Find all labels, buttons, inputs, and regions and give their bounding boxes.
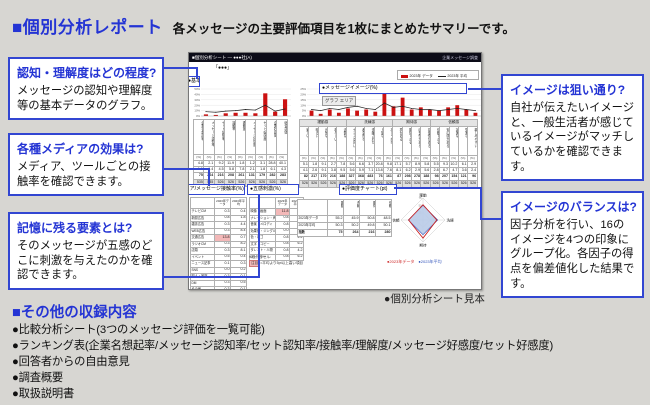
svg-text:50%: 50% <box>194 87 200 91</box>
connector-line <box>164 67 198 69</box>
connector-line <box>164 276 260 278</box>
mini-table: 躍動 洗練 期待 信頼 2023年データ 55.2 45.9 50.8 48.5 2023年平均 5… <box>297 199 392 237</box>
callout-media: 各種メディアの効果は? メディア、ツールごとの接触率を確認できます。 <box>8 133 164 197</box>
message-name: 「●●●」 <box>213 65 233 71</box>
screenshot-title-right: 企業メッセージ調査 <box>442 55 478 60</box>
rating-chart-label: ●評価度チャート(pt) <box>339 184 397 195</box>
svg-text:75: 75 <box>419 196 422 200</box>
svg-text:洗練: 洗練 <box>447 217 455 222</box>
callout-body: そのメッセージが五感のどこに刺激を与えたのかを確認できます。 <box>17 240 153 282</box>
mini-table: 企業名想起率 メッセージ認知率 セット認知率 接触率 理解度 メッセージ好感度 セット好感度… <box>192 119 288 187</box>
callout-image-balance: イメージのバランスは? 因子分析を行い、16のイメージを4つの印象にグループ化。… <box>501 191 644 299</box>
svg-text:10%: 10% <box>300 103 306 107</box>
message-image-table: 躍動感 洗練感 期待感 信頼感 楽しい 明るい 元気な 若々しい 活発な センスが良い 都会的な 洗練… <box>298 119 478 188</box>
legend-line-swatch <box>437 75 446 77</box>
list-item: ●調査概要 <box>12 372 64 384</box>
callout-title: イメージは狙い通り? <box>510 83 626 97</box>
svg-text:50: 50 <box>419 203 422 207</box>
basic-data-chart: 0%10% 20%30%40% 50% <box>194 87 291 118</box>
chart-legend: 2023年 データ 2023年 平均 <box>397 70 479 80</box>
image-chart-label: ●メッセージイメージ(%) <box>319 83 467 94</box>
list-item: ●回答者からの自由意見 <box>12 356 130 368</box>
list-item: ●比較分析シート(3つのメッセージ評価を一覧可能) <box>12 324 265 336</box>
callout-body: 自社が伝えたいイメージと、一般生活者が感じているイメージがマッチしているかを確認… <box>510 102 635 173</box>
list-item: ●ランキング表(企業名想起率/メッセージ認知率/セット認知率/接触率/理解度/メ… <box>12 340 554 352</box>
callout-memory: 記憶に残る要素とは? そのメッセージが五感のどこに刺激を与えたのかを確認できます… <box>8 212 164 291</box>
svg-text:0%: 0% <box>302 114 307 118</box>
svg-text:0%: 0% <box>196 114 201 118</box>
left-chart-label: ●基本データ(%) <box>189 76 200 87</box>
graph-area-tooltip: グラフ エリア <box>322 96 357 106</box>
callout-title: 各種メディアの効果は? <box>17 142 144 156</box>
other-contents-heading: ■その他の収録内容 <box>12 305 137 321</box>
connector-line <box>208 168 210 186</box>
svg-text:期待: 期待 <box>419 243 427 248</box>
list-item: ●取扱説明書 <box>12 388 75 400</box>
page-header: ■個別分析レポート 各メッセージの主要評価項目を1枚にまとめたサマリーです。 <box>12 13 515 38</box>
svg-text:30%: 30% <box>194 98 200 102</box>
senses-table-label: ●五感刺激(%) <box>247 184 299 195</box>
callout-body: メディア、ツールごとの接触率を確認できます。 <box>17 161 151 188</box>
report-screenshot[interactable]: ■個別分析シート ― ●●●社(A) 企業メッセージ調査 「●●●」 2023年… <box>188 52 482 290</box>
svg-text:躍動: 躍動 <box>419 193 427 198</box>
callout-title: イメージのバランスは? <box>510 200 637 214</box>
svg-text:40%: 40% <box>194 93 200 97</box>
screenshot-titlebar: ■個別分析シート ― ●●●社(A) 企業メッセージ調査 <box>189 53 481 62</box>
callout-cognition: 認知・理解度はどの程度? メッセージの認知や理解度等の基本データのグラフ。 <box>8 57 164 121</box>
mini-table: 2023年データ 2023年平均 テレビCM 0.3 0.4 新聞広告 0.8 1.8 雑誌広告… <box>190 197 247 289</box>
other-contents-list: ●比較分析シート(3つのメッセージ評価を一覧可能) ●ランキング表(企業名想起率… <box>12 322 648 402</box>
radar-legend: ●2023年データ ●2023年平均 <box>387 259 442 265</box>
legend-bar-swatch <box>401 74 408 78</box>
svg-text:10%: 10% <box>194 109 200 113</box>
svg-text:25%: 25% <box>300 87 306 91</box>
rating-radar-chart: 255075躍動洗練期待信頼 <box>392 193 455 248</box>
basic-data-table: 企業名想起率 メッセージ認知率 セット認知率 接触率 理解度 メッセージ好感度 セット好感度… <box>192 119 288 187</box>
svg-text:20%: 20% <box>300 93 306 97</box>
svg-text:20%: 20% <box>194 103 200 107</box>
mini-table: 躍動感 洗練感 期待感 信頼感 楽しい 明るい 元気な 若々しい 活発な センスが良い 都会的な 洗練… <box>298 119 478 188</box>
rating-table: 躍動 洗練 期待 信頼 2023年データ 55.2 45.9 50.8 48.5 2023年平均 5… <box>297 199 392 237</box>
connector-line <box>258 194 260 278</box>
page-subtitle: 各メッセージの主要評価項目を1枚にまとめたサマリーです。 <box>172 22 515 36</box>
legend-avg-label: 2023年 平均 <box>447 74 468 78</box>
connector-line <box>196 67 198 79</box>
note-suffix: =平均より5pt以上高い項目 <box>260 261 304 265</box>
callout-body: メッセージの認知や理解度等の基本データのグラフ。 <box>17 85 153 112</box>
callout-image-target: イメージは狙い通り? 自社が伝えたいイメージと、一般生活者が感じているイメージが… <box>501 74 644 182</box>
callout-title: 認知・理解度はどの程度? <box>17 66 157 80</box>
message-image-chart: 0%5% 10%15%20% 25% <box>300 87 481 118</box>
radar-legend-avg: ●2023年平均 <box>418 259 442 264</box>
screenshot-caption: ●個別分析シート見本 <box>384 293 485 305</box>
page-title: ■個別分析レポート <box>12 18 163 37</box>
media-contact-table: 2023年データ 2023年平均 テレビCM 0.3 0.4 新聞広告 0.8 1.8 雑誌広告… <box>190 197 247 289</box>
connector-line <box>468 88 502 90</box>
callout-title: 記憶に残る要素とは? <box>17 221 133 235</box>
connector-line <box>480 218 502 220</box>
connector-line <box>164 168 210 170</box>
screenshot-title: ■個別分析シート ― ●●●社(A) <box>192 55 252 60</box>
radar-legend-data: ●2023年データ <box>387 259 415 264</box>
svg-text:5%: 5% <box>302 109 307 113</box>
connector-line <box>480 187 482 220</box>
connector-line <box>394 187 482 189</box>
callout-body: 因子分析を行い、16のイメージを4つの印象にグループ化。各因子の得点を偏差値化し… <box>510 219 635 290</box>
svg-text:信頼: 信頼 <box>392 217 400 222</box>
svg-text:15%: 15% <box>300 98 306 102</box>
legend-data-label: 2023年 データ <box>409 74 433 78</box>
media-table-label: ●メディア/メッセージ接触率(%) <box>189 184 245 195</box>
